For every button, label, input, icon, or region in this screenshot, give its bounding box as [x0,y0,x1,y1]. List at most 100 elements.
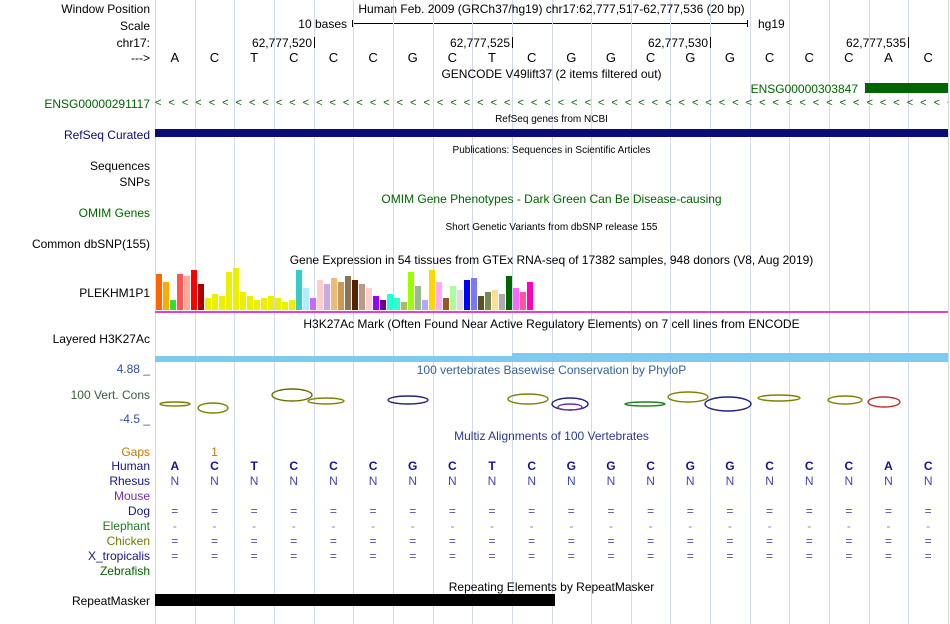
gtex-expression-bar[interactable] [289,300,295,310]
gtex-expression-bar[interactable] [184,276,190,310]
gtex-expression-bar[interactable] [268,296,274,310]
gtex-expression-bar[interactable] [240,292,246,310]
refseq-curated-bar[interactable] [155,129,948,137]
gtex-expression-bar[interactable] [415,286,421,310]
gtex-expression-bar[interactable] [492,290,498,310]
gtex-expression-bar[interactable] [198,284,204,310]
gtex-expression-bar[interactable] [394,298,400,310]
gtex-expression-bar[interactable] [310,298,316,310]
gtex-expression-bar[interactable] [513,288,519,310]
gencode-gene-box[interactable] [865,83,948,93]
gtex-expression-bar[interactable] [443,298,449,310]
gencode-track-title[interactable]: GENCODE V49lift37 (2 items filtered out) [441,67,662,81]
gtex-expression-bar[interactable] [219,296,225,310]
multiz-x_tropicalis-symbol: = [885,549,893,563]
gencode-gene-ensg00000303847-label[interactable]: ENSG00000303847 [750,82,858,96]
gtex-expression-bar[interactable] [233,268,239,310]
gtex-expression-bar[interactable] [296,270,302,310]
gtex-expression-bar[interactable] [387,294,393,310]
gtex-expression-bar[interactable] [163,282,169,310]
scale-length-label: 10 bases [298,17,347,31]
conservation-curve [704,396,752,412]
gtex-expression-bar[interactable] [359,284,365,310]
gencode-gene-ensg00000291117-label[interactable]: ENSG00000291117 [44,97,150,111]
multiz-track-title[interactable]: Multiz Alignments of 100 Vertebrates [454,429,649,443]
track-area: 10 bases hg19 Human Feb. 2009 (GRCh37/hg… [155,0,949,624]
snps-track-label[interactable]: SNPs [119,175,150,189]
h3k27ac-track-title[interactable]: H3K27Ac Mark (Often Found Near Active Re… [303,317,800,331]
gtex-expression-bar[interactable] [506,276,512,310]
gtex-expression-bar[interactable] [408,272,414,310]
gtex-expression-bar[interactable] [485,292,491,310]
multiz-dog-symbol: = [250,504,258,518]
gencode-strand-arrows[interactable]: <<<<<<<<<<<<<<<<<<<<<<<<<<<<<<<<<<<<<<<<… [155,97,948,109]
layered-h3k27ac-track-label[interactable]: Layered H3K27Ac [52,332,150,346]
sequence-base: C [209,50,220,65]
gtex-expression-bar[interactable] [247,296,253,310]
multiz-human-symbol: C [646,459,655,473]
multiz-rhesus-symbol: N [725,474,735,488]
gtex-expression-bar[interactable] [205,298,211,310]
phylop-conservation-wiggle[interactable] [155,378,948,426]
omim-track-title[interactable]: OMIM Gene Phenotypes - Dark Green Can Be… [381,192,722,206]
gtex-expression-bar[interactable] [212,294,218,310]
repeatmasker-track-label[interactable]: RepeatMasker [71,594,150,608]
gtex-expression-bar[interactable] [366,288,372,310]
gtex-expression-bar[interactable] [401,302,407,310]
gtex-expression-bar[interactable] [478,296,484,310]
gtex-expression-bar[interactable] [191,270,197,310]
gtex-expression-bar[interactable] [282,302,288,310]
multiz-human-symbol: C [527,459,537,473]
gtex-expression-bar[interactable] [373,296,379,310]
phylop-track-title[interactable]: 100 vertebrates Basewise Conservation by… [416,363,687,377]
sequence-base: G [407,50,418,65]
multiz-human-symbol: C [210,459,219,473]
gtex-expression-bar[interactable] [261,298,267,310]
gtex-expression-bar[interactable] [429,270,435,310]
gtex-expression-bar[interactable] [177,274,183,310]
gtex-expression-bar[interactable] [170,300,176,310]
gtex-expression-bar[interactable] [226,272,232,310]
gtex-expression-bar[interactable] [331,278,337,310]
gtex-expression-bar[interactable] [471,278,477,310]
gtex-expression-bar[interactable] [520,292,526,310]
gtex-expression-bar[interactable] [380,300,386,310]
sequences-track-label[interactable]: Sequences [89,159,150,173]
multiz-dog-symbol: = [885,504,893,518]
gtex-expression-bar[interactable] [457,290,463,310]
gtex-expression-bar[interactable] [422,300,428,310]
vert-cons-track-label[interactable]: 100 Vert. Cons [70,388,150,402]
h3k27ac-signal-bar[interactable] [512,353,948,362]
repeatmasker-track-title[interactable]: Repeating Elements by RepeatMasker [448,580,655,594]
publications-track-title[interactable]: Publications: Sequences in Scientific Ar… [452,145,651,156]
gtex-expression-bar[interactable] [303,288,309,310]
multiz-chicken-symbol: = [250,534,258,548]
repeatmasker-element-bar[interactable] [155,594,555,606]
gtex-expression-bar[interactable] [324,284,330,310]
gtex-expression-bar[interactable] [527,282,533,310]
multiz-x-tropicalis-label: X_tropicalis [87,549,150,563]
refseq-track-title[interactable]: RefSeq genes from NCBI [495,114,608,125]
gtex-expression-bar[interactable] [317,280,323,310]
gtex-expression-bar[interactable] [338,282,344,310]
gtex-expression-bar[interactable] [450,286,456,310]
gtex-expression-bar[interactable] [464,280,470,310]
sequence-base: C [328,50,339,65]
sequence-base: C [645,50,656,65]
gtex-expression-bar[interactable] [156,274,162,310]
h3k27ac-signal-bar[interactable] [155,356,512,362]
multiz-elephant-symbol: - [926,519,931,533]
gtex-expression-bar[interactable] [254,300,260,310]
common-dbsnp-track-label[interactable]: Common dbSNP(155) [31,237,150,251]
refseq-curated-label[interactable]: RefSeq Curated [63,128,150,142]
omim-genes-track-label[interactable]: OMIM Genes [78,206,150,220]
gtex-gene-plekhm1p1-label[interactable]: PLEKHM1P1 [79,286,150,300]
gtex-track-title[interactable]: Gene Expression in 54 tissues from GTEx … [289,253,814,267]
gtex-expression-bar[interactable] [499,294,505,310]
gtex-expression-bar[interactable] [275,298,281,310]
gtex-expression-bar[interactable] [436,282,442,310]
dbsnp-track-title[interactable]: Short Genetic Variants from dbSNP releas… [445,222,658,233]
gtex-expression-bar[interactable] [345,276,351,310]
multiz-x_tropicalis-symbol: = [210,549,218,563]
gtex-expression-bar[interactable] [352,280,358,310]
